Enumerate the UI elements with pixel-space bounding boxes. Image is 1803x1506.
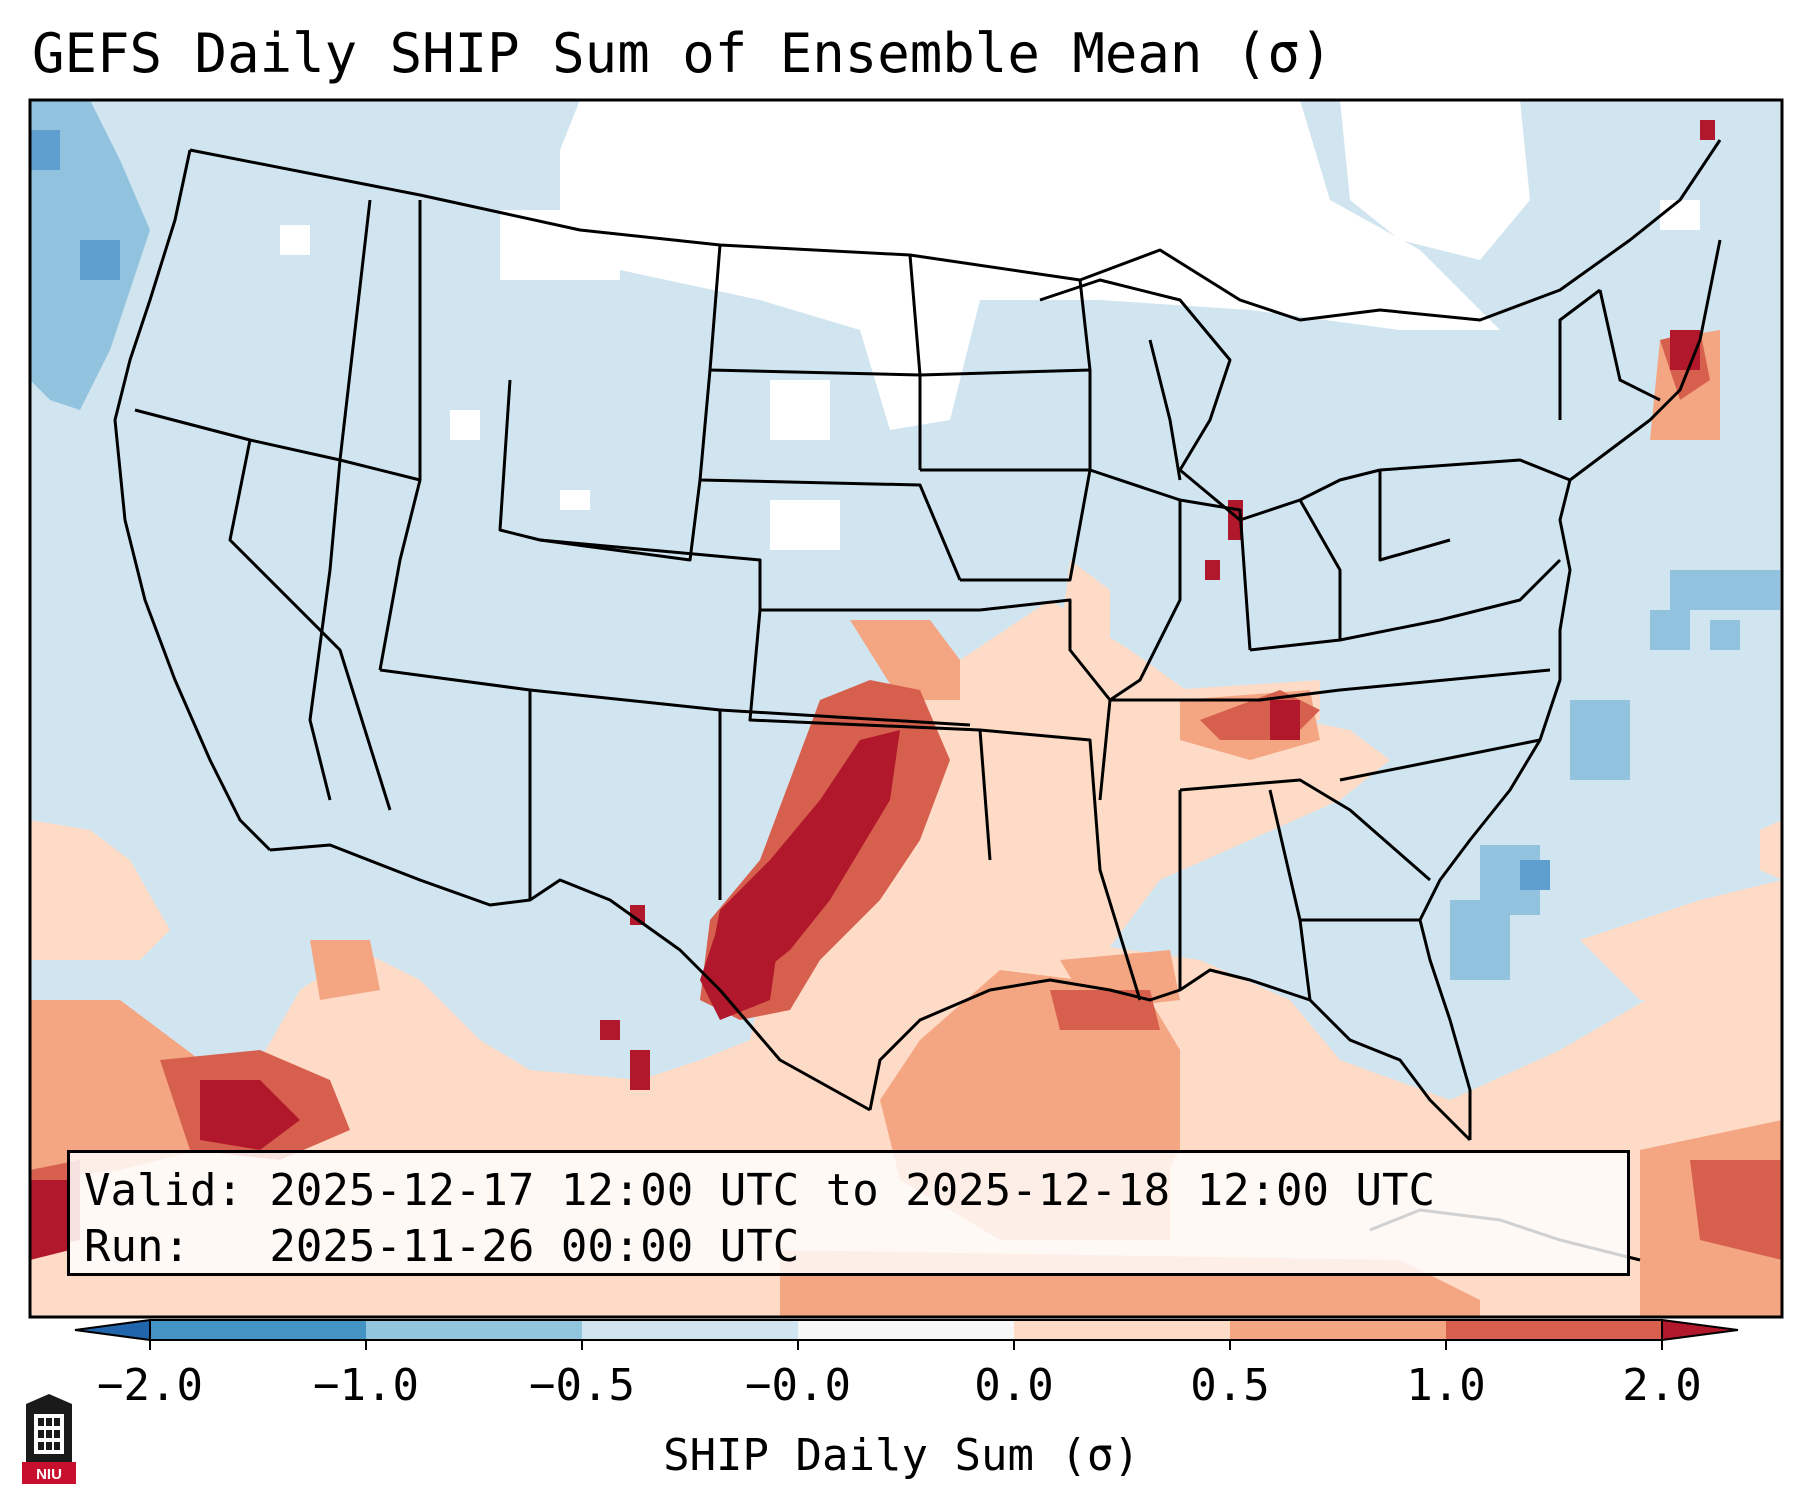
colorbar-label: SHIP Daily Sum (σ) — [663, 1430, 1140, 1481]
anomaly-field — [30, 100, 1782, 1317]
map-title: GEFS Daily SHIP Sum of Ensemble Mean (σ) — [32, 22, 1333, 85]
valid-run-info-box: Valid: 2025-12-17 12:00 UTC to 2025-12-1… — [67, 1150, 1630, 1276]
colorbar-bin — [366, 1320, 582, 1340]
logo-text: NIU — [36, 1466, 62, 1483]
colorbar-tick-label: 0.5 — [1190, 1360, 1270, 1411]
niu-logo: NIU — [22, 1394, 76, 1484]
colorbar-tick-label: 0.0 — [974, 1360, 1054, 1411]
colorbar-extend-low — [74, 1318, 151, 1342]
colorbar-tick-label: −2.0 — [97, 1360, 203, 1411]
colorbar-extend-high — [1661, 1318, 1739, 1342]
colorbar-tick-label: 1.0 — [1406, 1360, 1486, 1411]
state-boundaries — [113, 139, 1722, 1142]
colorbar-tick-label: −0.5 — [529, 1360, 635, 1411]
colorbar-tick-label: −1.0 — [313, 1360, 419, 1411]
near-zero-patches — [280, 100, 1700, 550]
colorbar — [74, 1318, 1739, 1350]
colorbar-bin — [1230, 1320, 1446, 1340]
positive-anomaly-max — [30, 120, 1715, 1260]
map-frame — [28, 98, 1784, 1319]
negative-anomaly-small — [30, 130, 1550, 890]
colorbar-tick-label: 2.0 — [1622, 1360, 1702, 1411]
colorbar-bin — [798, 1320, 1014, 1340]
colorbar-bin — [582, 1320, 798, 1340]
colorbar-tick-label: −0.0 — [745, 1360, 851, 1411]
colorbar-bin — [1014, 1320, 1230, 1340]
valid-line: Valid: 2025-12-17 12:00 UTC to 2025-12-1… — [84, 1165, 1436, 1216]
colorbar-bin — [1446, 1320, 1662, 1340]
run-line: Run: 2025-11-26 00:00 UTC — [84, 1221, 800, 1272]
colorbar-bin — [150, 1320, 366, 1340]
